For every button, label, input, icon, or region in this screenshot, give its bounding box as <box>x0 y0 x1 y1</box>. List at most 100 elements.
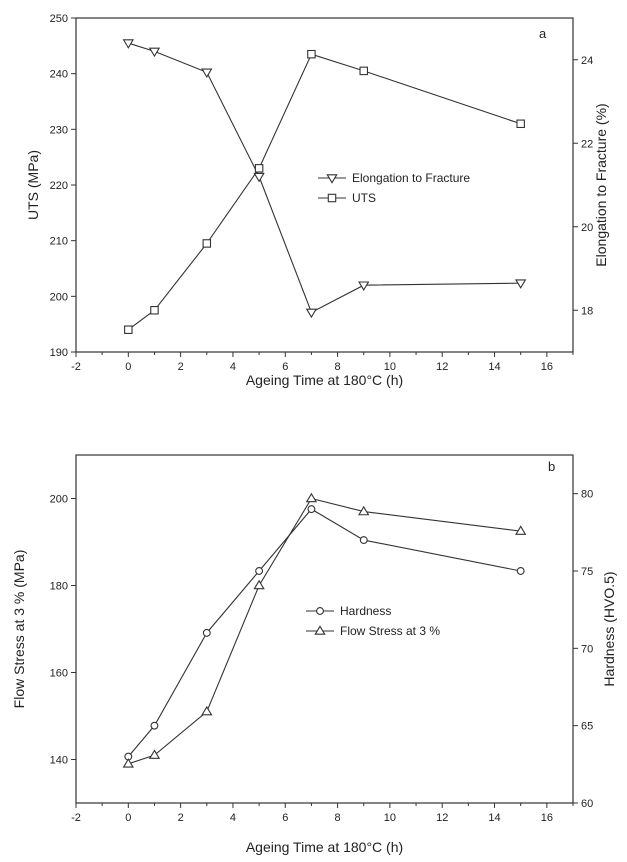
data-point <box>150 721 159 730</box>
legend-marker <box>327 193 337 203</box>
series-elongation-to-fracture <box>122 39 527 319</box>
x-axis: -2 0 2 4 6 8 10 12 14 16 <box>71 352 574 373</box>
data-point <box>201 705 213 716</box>
x-tick-label: 6 <box>282 812 288 824</box>
data-point <box>202 628 211 637</box>
data-point <box>122 758 134 768</box>
x-tick-label: 12 <box>436 812 448 824</box>
y-left-tick-label: 140 <box>50 755 68 767</box>
x-tick-label: 0 <box>125 361 131 373</box>
chart-panel-a: -2 0 2 4 6 8 10 12 14 161902002102202302402501820… <box>25 13 609 388</box>
x-tick-label: 2 <box>178 812 184 824</box>
legend-label: Flow Stress at 3 % <box>340 624 440 638</box>
data-point <box>124 325 133 334</box>
x-tick-label: 16 <box>541 812 553 824</box>
series-uts <box>124 49 525 334</box>
legend-label: Hardness <box>340 604 391 618</box>
legend-label: Elongation to Fracture <box>352 171 470 185</box>
chart-panel-b: -2 0 2 4 6 8 10 12 14 16 140 160 180 200 60 65 70 75 80 Age… <box>11 454 617 855</box>
legend-marker <box>314 625 326 635</box>
x-tick-label: 4 <box>230 361 236 373</box>
data-point <box>150 305 159 315</box>
data-point <box>359 66 368 76</box>
y-right-tick-label: 18 <box>581 305 593 317</box>
data-point <box>516 567 525 575</box>
x-tick-label: -2 <box>71 812 81 824</box>
x-tick-label: 16 <box>541 361 553 373</box>
x-tick-label: 2 <box>178 361 184 373</box>
data-point <box>305 492 318 503</box>
y-right-tick-label: 65 <box>581 721 593 733</box>
legend-entry: UTS <box>318 191 376 205</box>
y-right-tick-label: 80 <box>581 489 593 501</box>
x-axis: -2 0 2 4 6 8 10 12 14 16 <box>71 803 574 824</box>
data-point <box>253 579 265 590</box>
x-tick-label: 10 <box>384 812 396 824</box>
panel-label: a <box>539 26 547 41</box>
x-tick-label: 12 <box>436 361 448 373</box>
x-tick-label: 14 <box>488 361 500 373</box>
y-right-tick-label: 24 <box>581 55 593 67</box>
y-axis-right: 18 20 22 24 <box>573 55 593 317</box>
y-left-axis-title: Flow Stress at 3 % (MPa) <box>11 550 27 709</box>
x-tick-label: 8 <box>335 812 341 824</box>
data-point <box>515 279 527 289</box>
data-point <box>254 164 264 173</box>
data-point <box>305 308 318 319</box>
y-left-tick-label: 190 <box>50 347 68 359</box>
y-right-axis-title: Hardness (HVO.5) <box>601 571 617 686</box>
legend-label: UTS <box>352 191 376 205</box>
x-tick-label: 14 <box>488 812 500 824</box>
data-point <box>307 49 316 59</box>
y-left-tick-label: 240 <box>50 69 68 81</box>
plot-frame <box>75 17 574 353</box>
data-point <box>359 536 368 545</box>
y-left-tick-label: 200 <box>50 494 68 506</box>
y-right-tick-label: 60 <box>581 798 593 810</box>
x-tick-label: 6 <box>282 361 288 373</box>
legend-marker <box>326 174 338 184</box>
data-point <box>255 567 264 575</box>
y-right-tick-label: 22 <box>581 138 593 150</box>
y-left-tick-label: 250 <box>50 13 68 25</box>
x-tick-label: 0 <box>125 812 131 824</box>
data-point <box>148 47 161 58</box>
series-flow-stress-at-3- <box>122 492 527 768</box>
data-point <box>202 239 212 248</box>
legend-entry: Hardness <box>306 604 391 618</box>
series-hardness <box>124 505 525 761</box>
y-left-tick-label: 160 <box>50 668 68 680</box>
y-axis-left: 140 160 180 200 <box>50 494 76 767</box>
panel-label: b <box>548 459 555 474</box>
x-tick-label: 10 <box>384 361 396 373</box>
y-left-tick-label: 230 <box>50 124 68 136</box>
data-point <box>358 281 370 291</box>
data-point <box>307 505 316 514</box>
data-point <box>515 525 527 535</box>
x-tick-label: -2 <box>71 361 81 373</box>
y-axis-right: 60 65 70 75 80 <box>573 489 593 810</box>
y-left-axis-title: UTS (MPa) <box>25 150 41 220</box>
y-left-tick-label: 210 <box>50 236 68 248</box>
y-left-tick-label: 180 <box>50 581 68 593</box>
plot-frame <box>75 454 574 804</box>
series-line <box>127 53 521 331</box>
x-tick-label: 4 <box>230 812 236 824</box>
x-tick-label: 8 <box>335 361 341 373</box>
legend-entry: Elongation to Fracture <box>318 171 470 185</box>
data-point <box>201 68 213 79</box>
data-point <box>358 505 370 516</box>
x-axis-title: Ageing Time at 180°C (h) <box>246 839 403 855</box>
y-left-tick-label: 220 <box>50 180 68 192</box>
data-point <box>253 172 265 183</box>
y-right-axis-title: Elongation to Fracture (%) <box>593 103 609 266</box>
data-point <box>122 39 134 49</box>
y-right-tick-label: 70 <box>581 643 593 655</box>
y-right-tick-label: 20 <box>581 222 593 234</box>
legend-marker <box>316 607 324 615</box>
data-point <box>516 119 525 129</box>
legend-entry: Flow Stress at 3 % <box>306 624 440 638</box>
y-left-tick-label: 200 <box>50 291 68 303</box>
data-point <box>148 749 161 759</box>
